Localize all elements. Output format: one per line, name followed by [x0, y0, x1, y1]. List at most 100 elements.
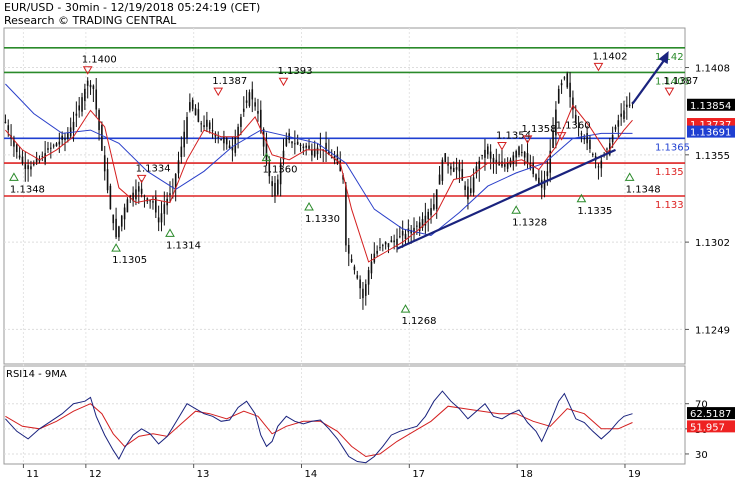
- swing-high-marker: [136, 174, 147, 184]
- candle-body: [506, 161, 509, 169]
- candle-body: [120, 215, 123, 227]
- candle-body: [137, 186, 140, 192]
- candle-body: [438, 174, 441, 185]
- candle-body: [183, 131, 185, 148]
- candle-body: [103, 155, 106, 172]
- price-annotations: 1.1348 1.1400 1.1305 1.1334 1.1314 1.1387 1.13…: [9, 51, 698, 327]
- candle-body: [489, 151, 492, 159]
- candle-body: [316, 147, 319, 155]
- swing-low-marker: [576, 193, 587, 203]
- candle-body: [475, 166, 478, 174]
- support-trendline: [396, 148, 616, 250]
- candle-body: [24, 164, 27, 169]
- level-label: 1.1405: [655, 76, 690, 87]
- candle-body: [41, 156, 44, 158]
- candle-body: [620, 113, 622, 117]
- day-label: 13: [197, 469, 210, 480]
- swing-high-label: 1.1387: [663, 76, 698, 87]
- swing-low-marker: [111, 243, 121, 252]
- rsi-line: [5, 390, 633, 464]
- candle-body: [347, 244, 350, 254]
- candle-body: [299, 144, 302, 146]
- swing-high-label: 1.1393: [277, 66, 312, 77]
- candle-body: [464, 185, 466, 190]
- candle-body: [115, 218, 117, 238]
- candle-body: [393, 240, 395, 243]
- candle-body: [257, 110, 259, 114]
- candle-body: [390, 240, 393, 243]
- candle-body: [242, 108, 245, 112]
- candle-body: [574, 114, 577, 122]
- candle-body: [529, 163, 532, 169]
- candle-body: [50, 147, 52, 149]
- candle-body: [174, 174, 177, 189]
- swing-high-marker: [664, 87, 675, 97]
- candle-body: [606, 148, 608, 150]
- price-tick-label: 1.1302: [695, 238, 730, 249]
- candle-body: [401, 231, 404, 236]
- candle-body: [86, 80, 89, 86]
- candle-body: [191, 99, 194, 109]
- day-label: 17: [412, 469, 425, 480]
- candle-body: [614, 126, 617, 130]
- swing-high-marker: [593, 62, 604, 72]
- candle-body: [557, 88, 560, 104]
- candle-body: [328, 151, 330, 155]
- candle-body: [78, 105, 80, 111]
- swing-low-marker: [511, 205, 522, 214]
- candle-body: [248, 92, 251, 106]
- swing-high-label: 1.1334: [136, 163, 171, 174]
- candle-body: [424, 215, 427, 226]
- rsi-title: RSI14 - 9MA: [6, 369, 67, 380]
- candle-body: [64, 138, 66, 141]
- swing-high-marker: [82, 66, 93, 75]
- candle-body: [387, 243, 390, 248]
- candle-body: [481, 154, 483, 156]
- candle-body: [350, 259, 353, 262]
- candle-body: [600, 160, 603, 169]
- candle-body: [345, 185, 347, 246]
- candle-body: [95, 89, 98, 110]
- candle-body: [163, 204, 166, 214]
- candle-body: [237, 126, 239, 139]
- candle-body: [123, 207, 126, 220]
- swing-low-label: 1.1268: [402, 316, 437, 327]
- candle-body: [21, 156, 24, 164]
- rsi-badge: [687, 420, 735, 433]
- candle-body: [155, 197, 157, 213]
- candle-body: [461, 169, 464, 181]
- candle-body: [285, 138, 288, 146]
- candle-body: [472, 177, 475, 193]
- candle-body: [106, 169, 109, 191]
- candle-body: [549, 150, 552, 173]
- swing-high-label: 1.1358: [522, 124, 557, 135]
- candle-body: [577, 126, 580, 128]
- candle-body: [486, 146, 489, 155]
- swing-low-label: 1.1360: [262, 165, 297, 176]
- candle-body: [13, 139, 15, 147]
- candle-body: [382, 245, 384, 247]
- candle-body: [362, 288, 364, 299]
- candle-body: [416, 225, 418, 227]
- candle-body: [132, 192, 134, 202]
- candle-body: [84, 88, 86, 101]
- candle-body: [254, 102, 256, 107]
- candle-body: [61, 135, 63, 140]
- candle-body: [370, 261, 373, 274]
- candle-body: [186, 116, 188, 138]
- candle-body: [628, 104, 631, 106]
- candle-body: [206, 119, 208, 127]
- time-axis: 11 12 13 14 17 18 19: [22, 464, 641, 480]
- candle-body: [435, 189, 438, 210]
- candle-body: [469, 188, 472, 194]
- candle-body: [526, 153, 529, 164]
- candle-body: [197, 109, 200, 122]
- swing-low-marker: [624, 172, 635, 181]
- price-series: [4, 51, 669, 310]
- candle-body: [169, 193, 171, 195]
- candle-body: [319, 145, 322, 147]
- candle-body: [282, 150, 285, 160]
- candle-body: [157, 217, 160, 223]
- price-badge-label: 1.13691: [690, 128, 731, 139]
